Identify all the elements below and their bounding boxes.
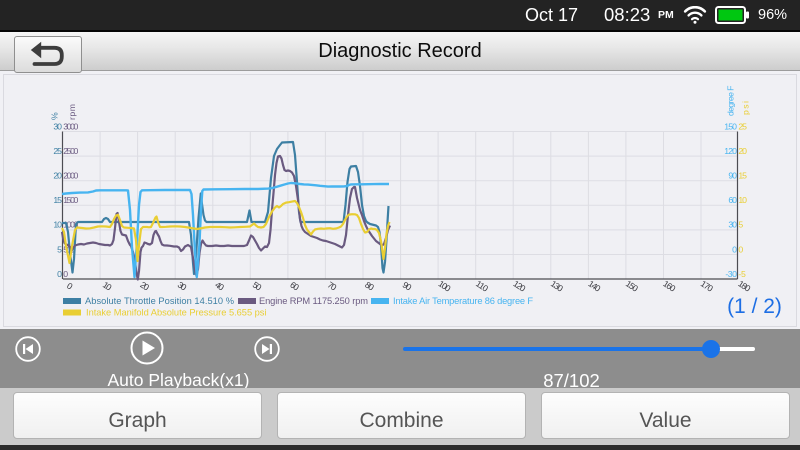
- svg-text:15: 15: [738, 171, 747, 181]
- svg-text:90: 90: [728, 171, 737, 181]
- svg-text:Absolute Throttle Position 14.: Absolute Throttle Position 14.510 %: [85, 296, 234, 306]
- svg-text:%: %: [50, 112, 60, 120]
- svg-text:-5: -5: [738, 269, 746, 279]
- svg-text:5: 5: [738, 220, 743, 230]
- svg-text:20: 20: [738, 146, 747, 156]
- svg-text:20: 20: [53, 171, 62, 181]
- svg-text:120: 120: [724, 146, 737, 156]
- svg-text:25: 25: [53, 146, 62, 156]
- svg-text:10: 10: [53, 220, 62, 230]
- svg-text:degree F: degree F: [726, 86, 736, 117]
- svg-text:1500: 1500: [63, 195, 78, 205]
- svg-text:15: 15: [53, 195, 62, 205]
- svg-text:60: 60: [728, 195, 737, 205]
- svg-text:30: 30: [728, 220, 737, 230]
- svg-text:0: 0: [63, 269, 68, 279]
- svg-text:0: 0: [65, 281, 75, 292]
- svg-text:0: 0: [57, 269, 62, 279]
- svg-text:Engine RPM 1175.250 rpm: Engine RPM 1175.250 rpm: [259, 296, 368, 306]
- svg-text:(1 / 2): (1 / 2): [727, 295, 782, 318]
- svg-text:-30: -30: [725, 269, 737, 279]
- svg-text:5: 5: [57, 244, 62, 254]
- svg-text:2000: 2000: [63, 171, 78, 181]
- svg-text:25: 25: [738, 121, 747, 131]
- svg-text:2500: 2500: [63, 146, 78, 156]
- svg-text:150: 150: [724, 121, 737, 131]
- svg-text:30: 30: [53, 121, 62, 131]
- svg-text:psi: psi: [741, 101, 751, 115]
- svg-text:10: 10: [738, 195, 747, 205]
- svg-text:0: 0: [732, 244, 737, 254]
- svg-text:1000: 1000: [63, 220, 78, 230]
- svg-text:rpm: rpm: [67, 104, 77, 120]
- svg-text:Intake Air Temperature 86 degr: Intake Air Temperature 86 degree F: [393, 296, 533, 306]
- svg-text:3000: 3000: [63, 121, 78, 131]
- svg-text:0: 0: [738, 244, 743, 254]
- svg-text:Intake Manifold Absolute Press: Intake Manifold Absolute Pressure 5.655 …: [86, 308, 267, 318]
